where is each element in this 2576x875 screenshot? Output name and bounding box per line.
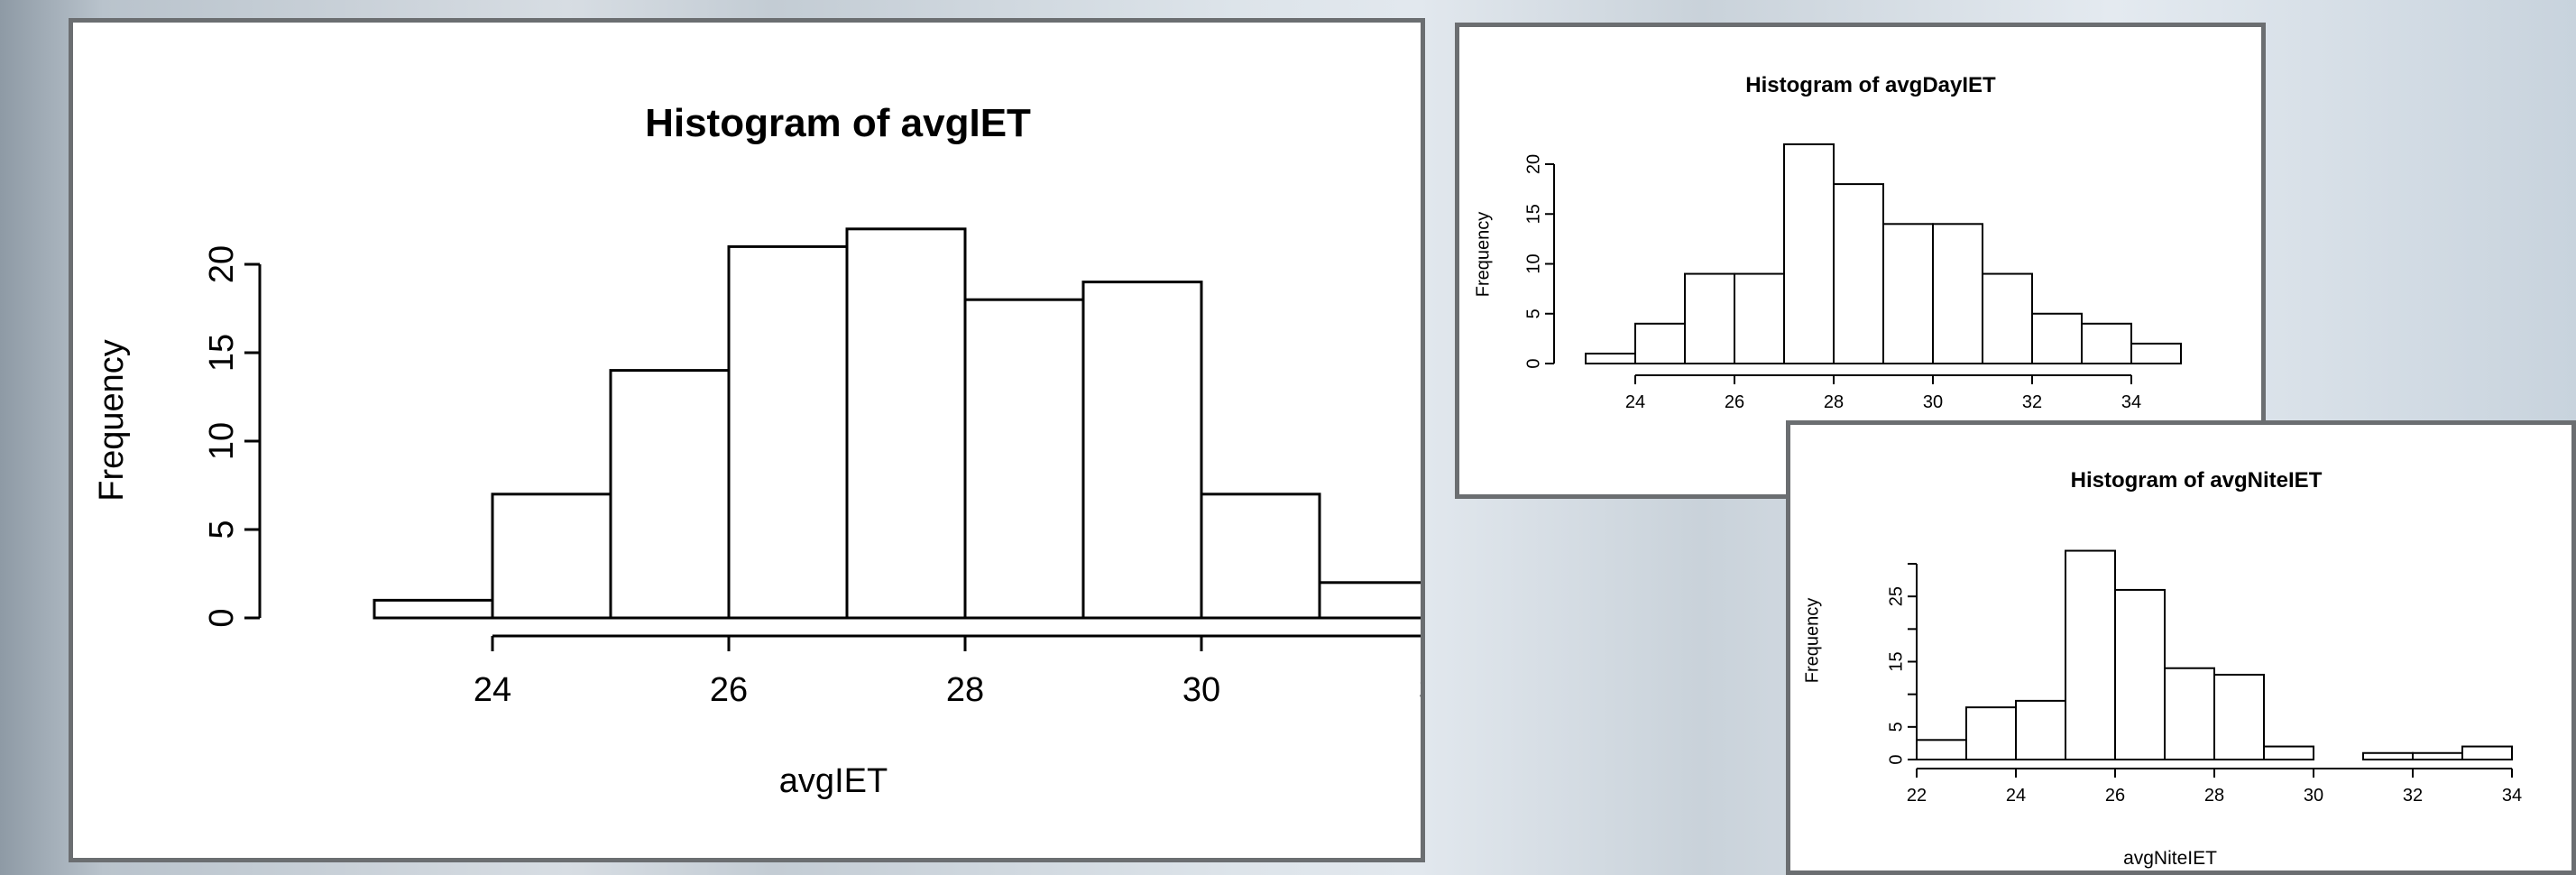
- histogram-bar: [2065, 549, 2116, 760]
- histogram-bar: [2263, 745, 2314, 760]
- histogram-bar: [2362, 751, 2414, 760]
- x-axis-label: avgNiteIET: [2123, 848, 2217, 869]
- histogram-avgiet-svg: Histogram of avgIET Frequency avgIET 24 2…: [93, 101, 1421, 800]
- y-tick-label: 0: [1523, 358, 1543, 368]
- y-axis-label: Frequency: [1473, 212, 1493, 298]
- x-tick-label: 30: [1923, 392, 1943, 412]
- y-axis-label: Frequency: [1802, 598, 1822, 684]
- x-axis-label: avgIET: [779, 762, 888, 800]
- histogram-bar: [2015, 699, 2066, 760]
- histogram-bar: [1916, 739, 1967, 760]
- x-tick-label: 32: [2403, 786, 2423, 806]
- histogram-bar: [609, 369, 731, 620]
- x-tick-label: 24: [2006, 786, 2026, 806]
- histogram-bar: [1965, 706, 2017, 760]
- x-tick-label: 30: [2304, 786, 2323, 806]
- x-tick-label: 24: [1625, 392, 1645, 412]
- y-tick-label: 5: [1523, 309, 1543, 318]
- histogram-panel-avgiet: Histogram of avgIET Frequency avgIET 24 2…: [69, 18, 1425, 862]
- x-tick-label: 34: [2502, 786, 2522, 806]
- x-tick-label: 28: [946, 671, 984, 709]
- x-tick-label: 26: [2105, 786, 2125, 806]
- x-tick-label: 28: [2204, 786, 2224, 806]
- y-tick-label: 20: [1523, 154, 1543, 174]
- histogram-bar: [1081, 281, 1203, 620]
- x-tick-label: 28: [1824, 392, 1844, 412]
- chart-title: Histogram of avgIET: [645, 101, 1031, 145]
- histogram-bar: [2164, 667, 2215, 761]
- x-tick-label: 32: [1419, 671, 1421, 709]
- histogram-bar: [727, 244, 849, 620]
- histogram-bar: [491, 493, 612, 620]
- histogram-bar: [1200, 493, 1321, 620]
- histogram-bar: [1585, 352, 1636, 365]
- y-tick-label: 10: [203, 422, 241, 460]
- histogram-bar: [963, 298, 1085, 620]
- histogram-bar: [2461, 745, 2513, 760]
- y-tick-label: 5: [203, 520, 241, 539]
- histogram-panel-avgniteiet: Histogram of avgNiteIET Frequency avgNit…: [1786, 420, 2576, 875]
- histogram-bar: [2213, 673, 2265, 761]
- x-tick-label: 22: [1907, 786, 1927, 806]
- x-tick-label: 26: [710, 671, 748, 709]
- histogram-bar: [1684, 272, 1735, 364]
- histogram-bar: [2031, 312, 2083, 364]
- chart-title: Histogram of avgNiteIET: [2071, 468, 2323, 493]
- histogram-bar: [2114, 588, 2166, 760]
- y-axis-label: Frequency: [93, 339, 131, 502]
- x-tick-label: 24: [474, 671, 511, 709]
- y-tick-label: 0: [203, 608, 241, 627]
- histogram-bar: [1783, 143, 1835, 364]
- histogram-bar: [1932, 223, 1983, 364]
- histogram-bar: [373, 598, 494, 620]
- histogram-bar: [2130, 342, 2182, 364]
- histogram-bar: [1982, 272, 2033, 364]
- x-tick-label: 32: [2022, 392, 2042, 412]
- y-tick-label: 15: [203, 334, 241, 372]
- y-tick-label: 25: [1886, 586, 1906, 606]
- histogram-avgdayiet-svg: Histogram of avgDayIET Frequency 24 26 28 3…: [1473, 73, 2182, 412]
- y-tick-label: 15: [1886, 651, 1906, 671]
- x-tick-label: 26: [1725, 392, 1744, 412]
- x-tick-label: 34: [2121, 392, 2141, 412]
- histogram-avgniteiet-svg: Histogram of avgNiteIET Frequency avgNit…: [1802, 468, 2522, 869]
- y-tick-label: 15: [1523, 204, 1543, 224]
- histogram-bar: [2412, 751, 2463, 760]
- histogram-bar: [1634, 322, 1686, 364]
- chart-title: Histogram of avgDayIET: [1745, 73, 1996, 97]
- histogram-bar: [1318, 581, 1421, 620]
- histogram-bar: [1833, 183, 1884, 364]
- x-tick-label: 30: [1182, 671, 1220, 709]
- histogram-bar: [1882, 223, 1934, 364]
- y-tick-label: 0: [1886, 754, 1906, 764]
- histogram-bar: [1734, 272, 1785, 364]
- y-tick-label: 10: [1523, 253, 1543, 273]
- y-tick-label: 20: [203, 245, 241, 283]
- histogram-panel-avgdayiet: Histogram of avgDayIET Frequency 24 26 28 3…: [1455, 23, 2266, 499]
- histogram-bar: [2081, 322, 2132, 364]
- histogram-bar: [845, 227, 967, 620]
- y-tick-label: 5: [1886, 722, 1906, 732]
